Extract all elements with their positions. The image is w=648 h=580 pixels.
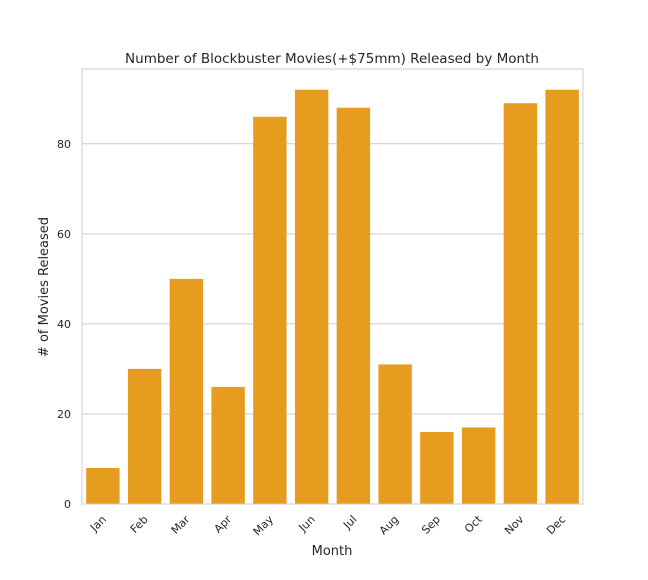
x-axis-label: Month <box>312 544 353 559</box>
bar-feb <box>127 368 162 504</box>
x-tick-label: Nov <box>502 513 527 538</box>
bars <box>86 89 579 505</box>
bar-mar <box>169 278 204 504</box>
bar-oct <box>461 427 496 504</box>
x-tick-label: Sep <box>419 513 443 537</box>
bar-sep <box>420 431 454 504</box>
bar-nov <box>503 103 538 504</box>
plot-frame <box>81 68 584 505</box>
y-tick-label: 80 <box>57 138 71 151</box>
x-tick-label: Jan <box>87 513 109 535</box>
x-tick-label: May <box>251 513 277 539</box>
y-tick-label: 40 <box>57 318 71 331</box>
bar-jun <box>294 89 329 504</box>
y-tick-label: 60 <box>57 228 71 241</box>
x-tick-label: Feb <box>128 513 151 536</box>
bar-jul <box>336 107 371 504</box>
x-tick-label: Jun <box>296 513 318 535</box>
x-tick-labels: Jan Feb Mar Apr May Jun Jul Aug Sep Oct Nov Dec <box>87 512 568 538</box>
x-tick-label: Mar <box>169 513 193 537</box>
bar-dec <box>545 89 579 504</box>
y-tick-labels: 0 20 40 60 80 <box>57 138 71 511</box>
bar-jan <box>86 467 120 504</box>
y-tick-label: 20 <box>57 408 71 421</box>
chart-title: Number of Blockbuster Movies(+$75mm) Rel… <box>125 51 539 67</box>
x-tick-label: Oct <box>462 512 485 535</box>
y-axis-label: # of Movies Released <box>37 217 52 357</box>
x-tick-label: Apr <box>212 513 235 536</box>
bar-may <box>253 116 287 505</box>
x-tick-label: Jul <box>340 513 359 532</box>
bar-apr <box>211 386 245 504</box>
y-tick-label: 0 <box>64 498 71 511</box>
bar-aug <box>378 364 412 504</box>
x-tick-label: Dec <box>544 513 568 537</box>
x-tick-label: Aug <box>377 513 401 537</box>
